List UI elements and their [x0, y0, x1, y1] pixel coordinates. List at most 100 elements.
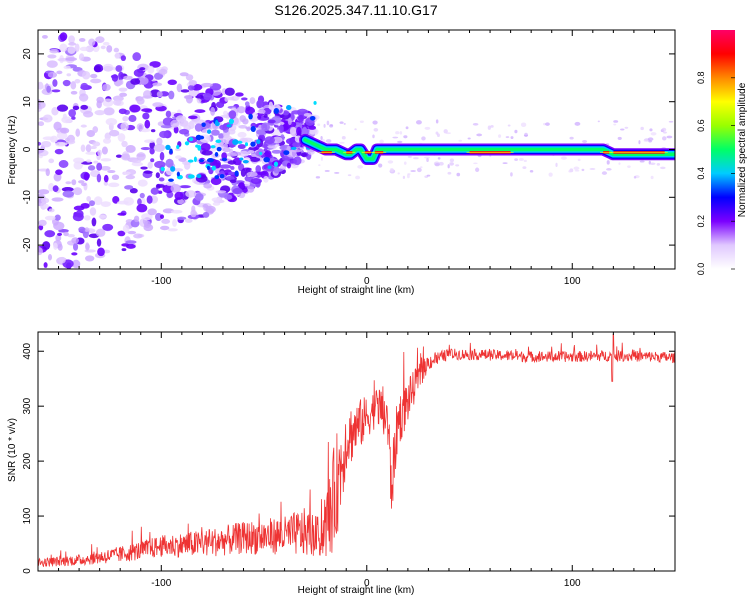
spectrogram-blob — [60, 127, 70, 134]
spectrogram-blob — [267, 119, 276, 124]
spectrogram-blob — [167, 228, 178, 232]
spectrogram-blob — [241, 97, 248, 101]
spectrogram-hot-blob — [313, 100, 317, 105]
spectrogram-faint-blob — [522, 166, 527, 169]
spectrogram-blob — [48, 158, 55, 164]
spectrogram-faint-blob — [640, 126, 644, 131]
spectrogram-blob — [300, 152, 307, 157]
spectrogram-hot-blob — [168, 178, 174, 182]
spectrogram-hot-blob — [214, 152, 219, 157]
spectrogram-blob — [78, 226, 86, 232]
spectrogram-blob — [62, 79, 71, 87]
spectrogram-hot-blob — [290, 146, 297, 151]
spectrogram-blob — [156, 184, 165, 188]
spectrogram-faint-blob — [445, 132, 451, 135]
spectrogram-blob — [159, 130, 169, 139]
spectrogram-faint-blob — [419, 166, 423, 169]
spectrogram-faint-blob — [473, 162, 478, 165]
spectrogram-blob — [113, 47, 120, 53]
spectrogram-blob — [38, 81, 44, 90]
spectrogram-blob — [79, 46, 89, 52]
spectrogram-faint-blob — [406, 173, 410, 179]
spectrogram-blob — [48, 208, 55, 213]
spectrogram-blob — [157, 121, 165, 127]
spectrogram-blob — [201, 82, 213, 88]
colorbar-label: Normalized spectral amplitude — [737, 82, 748, 217]
spectrogram-blob — [211, 129, 220, 136]
spectrogram-blob — [120, 122, 129, 131]
spectrogram-blob — [107, 169, 116, 174]
spectrogram-blob — [80, 124, 87, 128]
spectrogram-blob — [264, 136, 275, 144]
spectrogram-blob — [52, 79, 58, 87]
spectrogram-blob — [44, 281, 51, 285]
x-tick-label: -100 — [151, 276, 171, 287]
spectrogram-faint-blob — [320, 156, 323, 162]
spectrogram-faint-blob — [601, 171, 608, 175]
spectrogram-hot-blob — [197, 145, 202, 151]
spectrogram-blob — [269, 157, 275, 163]
spectrogram-blob — [142, 112, 150, 120]
spectrogram-faint-blob — [424, 126, 431, 130]
spectrogram-faint-blob — [379, 139, 384, 144]
spectrogram-blob — [129, 188, 138, 194]
spectrogram-blob — [111, 174, 120, 181]
y-tick-label: 10 — [22, 96, 33, 108]
spectrogram-faint-blob — [514, 158, 518, 161]
spectrogram-blob — [121, 248, 127, 252]
spectrogram-faint-blob — [323, 123, 326, 128]
x-tick-label: 0 — [364, 276, 370, 287]
spectrogram-hot-blob — [214, 175, 220, 180]
spectrogram-blob — [75, 128, 81, 137]
spectrogram-hot-blob — [206, 129, 212, 134]
spectrogram-faint-blob — [577, 158, 581, 162]
spectrogram-blob — [178, 128, 190, 135]
spectrogram-blob — [100, 201, 111, 207]
spectrogram-blob — [309, 129, 318, 135]
spectrogram-blob — [103, 65, 113, 72]
snr-background — [38, 332, 675, 571]
spectrogram-blob — [117, 200, 129, 205]
spectrogram-blob — [158, 177, 165, 182]
spectrogram-blob — [121, 243, 130, 247]
spectrogram-blob — [38, 189, 50, 195]
spectrogram-blob — [136, 123, 144, 131]
spectrogram-blob — [45, 168, 50, 177]
spectrogram-blob — [106, 45, 113, 53]
spectrogram-blob — [194, 123, 203, 132]
spectrogram-blob — [141, 197, 146, 206]
x-tick-label: 100 — [564, 276, 581, 287]
spectrogram-faint-blob — [373, 127, 379, 132]
spectrogram-blob — [43, 262, 48, 268]
spectrogram-blob — [156, 91, 163, 98]
spectrogram-blob — [219, 124, 228, 131]
spectrogram-blob — [202, 211, 210, 218]
spectrogram-blob — [194, 193, 204, 202]
spectrogram-hot-blob — [193, 156, 197, 163]
spectrogram-blob — [227, 160, 237, 165]
spectrogram-hot-blob — [256, 139, 261, 145]
spectrogram-blob — [52, 185, 59, 192]
spectrogram-blob — [103, 107, 115, 116]
spectrogram-blob — [46, 60, 58, 68]
spectrogram-blob — [187, 85, 195, 91]
y-tick-label: -20 — [22, 237, 33, 252]
spectrogram-hot-blob — [250, 126, 256, 133]
snr-ticks: -100 0 100 0 100 200 300 400 — [22, 332, 676, 589]
spectrogram-blob — [147, 161, 153, 169]
spectrogram-faint-blob — [403, 135, 408, 139]
spectrogram-blob — [93, 196, 103, 206]
spectrogram-faint-blob — [656, 163, 661, 166]
spectrogram-blob — [133, 68, 144, 77]
spectrogram-blob — [123, 171, 131, 175]
spectrogram-faint-blob — [568, 169, 572, 173]
spectrogram-blob — [175, 115, 187, 122]
spectrogram-hot-blob — [286, 105, 292, 111]
spectrogram-blob — [80, 82, 89, 91]
spectrogram-blob — [246, 127, 251, 132]
y-tick-label: 100 — [22, 507, 33, 524]
spectrogram-faint-blob — [660, 166, 666, 170]
spectrogram-blob — [73, 157, 85, 164]
spectrogram-blob — [91, 217, 97, 227]
spectrogram-faint-blob — [413, 157, 419, 160]
